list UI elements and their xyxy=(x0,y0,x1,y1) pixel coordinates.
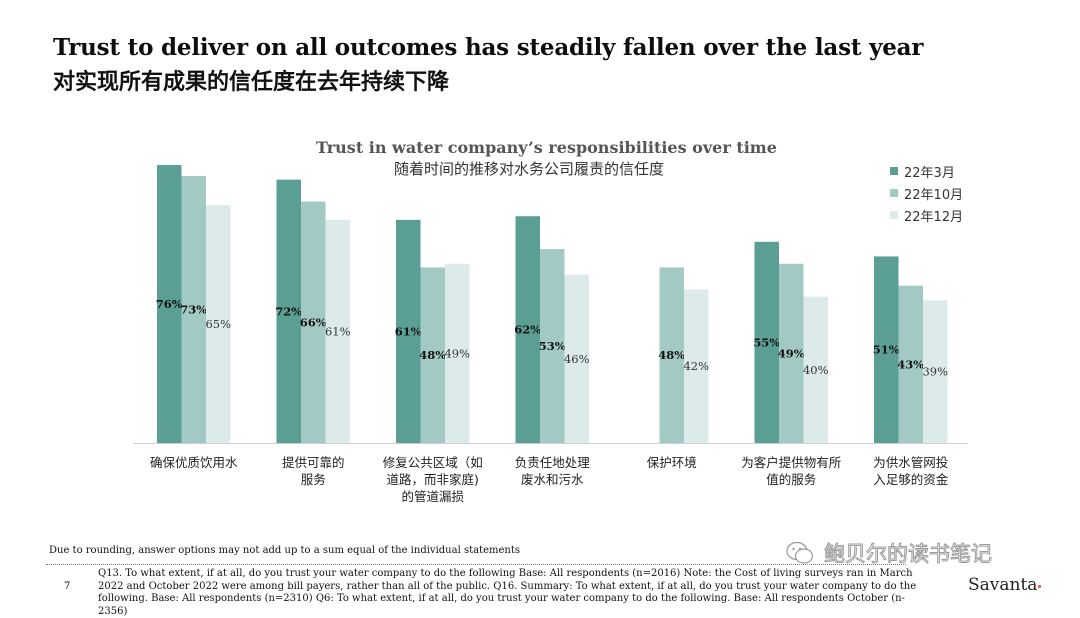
bar xyxy=(515,216,540,443)
bar xyxy=(301,201,326,443)
legend-item: 22年12月 xyxy=(890,204,963,226)
bar-data-label: 61% xyxy=(325,324,351,338)
chart-title: Trust in water company’s responsibilitie… xyxy=(316,138,777,157)
bar xyxy=(420,267,445,443)
chart-subtitle: 随着时间的推移对水务公司履责的信任度 xyxy=(394,160,665,178)
page-number: 7 xyxy=(64,581,71,592)
bar xyxy=(564,274,589,443)
bar xyxy=(779,263,804,443)
bar-data-label: 39% xyxy=(922,365,948,379)
x-tick-label: 负责任地处理 xyxy=(515,455,591,470)
footnote: Q13. To what extent, if at all, do you t… xyxy=(98,568,917,617)
bar xyxy=(396,219,421,443)
bar xyxy=(898,285,923,443)
x-tick-label: 为供水管网投 xyxy=(873,455,948,470)
bar-data-label: 49% xyxy=(778,346,805,360)
x-tick-label: 值的服务 xyxy=(766,472,816,487)
bar-data-label: 73% xyxy=(180,302,207,316)
bar xyxy=(923,300,948,443)
x-tick-label: 入足够的资金 xyxy=(873,472,949,487)
bar-data-label: 49% xyxy=(444,346,470,360)
bar-data-label: 46% xyxy=(564,352,590,366)
page-title: Trust to deliver on all outcomes has ste… xyxy=(53,34,924,61)
chart-legend: 22年3月 22年10月 22年12月 xyxy=(890,160,963,226)
watermark-text: 鲍贝尔的读书笔记 xyxy=(824,542,993,567)
x-tick-label: 的管道漏损 xyxy=(401,489,464,504)
bar xyxy=(659,267,684,443)
brand-logo: Savanta xyxy=(968,575,1042,595)
x-tick-label: 道路，而非家庭) xyxy=(387,472,479,487)
bar-data-label: 76% xyxy=(156,297,183,311)
bar xyxy=(540,249,565,443)
footer-divider xyxy=(46,564,906,565)
rounding-note: Due to rounding, answer options may not … xyxy=(49,545,520,556)
bar-data-label: 62% xyxy=(514,323,541,337)
bar-data-label: 72% xyxy=(275,304,302,318)
x-tick-label: 修复公共区域（如 xyxy=(383,455,483,470)
wechat-icon xyxy=(786,541,814,564)
legend-label: 22年3月 xyxy=(904,165,955,181)
legend-swatch xyxy=(890,211,898,219)
x-tick-label: 提供可靠的 xyxy=(282,455,345,470)
bar xyxy=(206,205,231,443)
bar-data-label: 40% xyxy=(803,363,829,377)
bar-data-label: 48% xyxy=(419,348,446,362)
bar xyxy=(754,241,779,443)
watermark: 鲍贝尔的读书笔记 xyxy=(786,538,993,568)
brand-dot xyxy=(1038,585,1042,588)
bar-data-label: 66% xyxy=(300,315,327,329)
bar xyxy=(874,256,899,443)
x-tick-label: 保护环境 xyxy=(647,455,697,470)
bar xyxy=(803,296,828,443)
legend-label: 22年10月 xyxy=(904,187,964,203)
x-tick-label: 确保优质饮用水 xyxy=(150,455,238,470)
brand-name: Savanta xyxy=(968,575,1038,595)
legend-label: 22年12月 xyxy=(904,209,964,225)
legend-item: 22年10月 xyxy=(890,182,963,204)
bar-data-label: 53% xyxy=(539,339,566,353)
bar-data-label: 43% xyxy=(897,357,924,371)
page-subtitle: 对实现所有成果的信任度在去年持续下降 xyxy=(53,70,450,95)
x-tick-label: 为客户提供物有所 xyxy=(741,455,841,470)
bar-data-label: 51% xyxy=(873,343,900,357)
legend-item: 22年3月 xyxy=(890,160,963,182)
bar-data-label: 48% xyxy=(658,348,685,362)
bar-data-label: 65% xyxy=(205,317,231,331)
bar xyxy=(445,263,470,443)
bar xyxy=(276,179,301,443)
legend-swatch xyxy=(890,189,898,197)
x-tick-label: 废水和污水 xyxy=(521,472,584,487)
bar-data-label: 42% xyxy=(683,359,709,373)
bar xyxy=(325,219,350,443)
legend-swatch xyxy=(890,167,898,175)
bar-data-label: 61% xyxy=(395,324,422,338)
bar xyxy=(181,175,206,443)
bar xyxy=(684,289,709,443)
x-tick-label: 服务 xyxy=(301,472,326,487)
bar-data-label: 55% xyxy=(753,335,780,349)
bar xyxy=(157,165,182,443)
